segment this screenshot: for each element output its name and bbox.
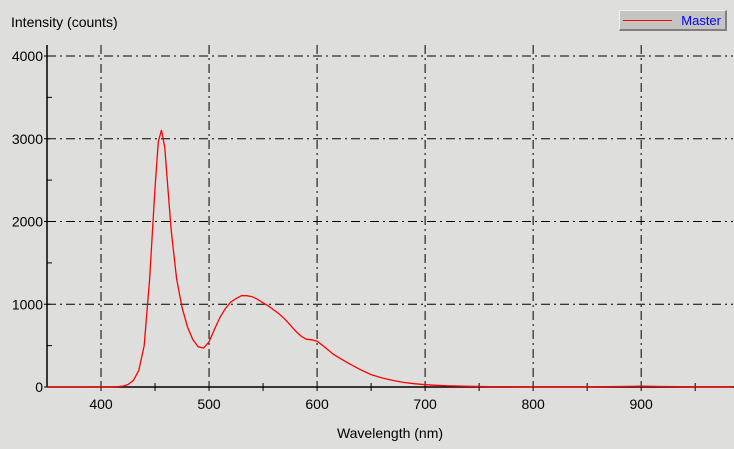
legend-label-master: Master xyxy=(681,13,721,28)
legend: Master xyxy=(619,10,727,31)
x-tick-label: 500 xyxy=(197,396,221,412)
y-tick-label: 1000 xyxy=(12,296,43,312)
x-tick-label: 700 xyxy=(413,396,437,412)
y-tick-label: 2000 xyxy=(12,214,43,230)
x-tick-label: 600 xyxy=(305,396,329,412)
y-axis-label: Intensity (counts) xyxy=(11,14,118,30)
y-tick-label: 3000 xyxy=(12,131,43,147)
x-tick-label: 900 xyxy=(629,396,653,412)
series-line-master xyxy=(47,129,733,388)
x-tick-label: 400 xyxy=(89,396,113,412)
y-tick-label: 0 xyxy=(35,379,43,395)
x-axis-label: Wavelength (nm) xyxy=(336,425,444,441)
y-tick-label: 4000 xyxy=(12,48,43,64)
x-tick-label: 800 xyxy=(521,396,545,412)
legend-swatch-master xyxy=(623,20,672,21)
